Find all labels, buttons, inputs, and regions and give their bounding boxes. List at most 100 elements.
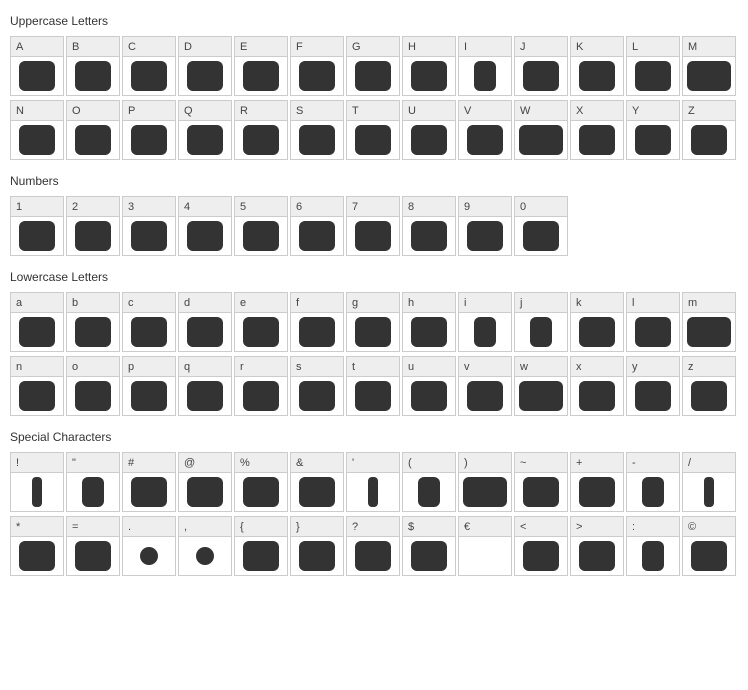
glyph-cell[interactable]: ( — [402, 452, 456, 512]
glyph-cell[interactable]: q — [178, 356, 232, 416]
glyph-cell[interactable]: % — [234, 452, 288, 512]
glyph-cell[interactable]: 7 — [346, 196, 400, 256]
glyph-cell[interactable]: 5 — [234, 196, 288, 256]
glyph-cell-label: } — [291, 517, 343, 537]
glyph-cell[interactable]: ~ — [514, 452, 568, 512]
glyph-cell[interactable]: 8 — [402, 196, 456, 256]
glyph-cell[interactable]: @ — [178, 452, 232, 512]
glyph-cell[interactable]: € — [458, 516, 512, 576]
glyph-cell[interactable]: " — [66, 452, 120, 512]
glyph-cell[interactable]: 0 — [514, 196, 568, 256]
glyph-cell-body — [515, 313, 567, 351]
glyph-cell[interactable]: h — [402, 292, 456, 352]
glyph-cell[interactable]: e — [234, 292, 288, 352]
glyph-cell[interactable]: b — [66, 292, 120, 352]
glyph-cell[interactable]: ! — [10, 452, 64, 512]
glyph-cell[interactable]: : — [626, 516, 680, 576]
glyph-cell[interactable]: T — [346, 100, 400, 160]
glyph-cell[interactable]: W — [514, 100, 568, 160]
glyph-cell[interactable]: E — [234, 36, 288, 96]
glyph-cell[interactable]: $ — [402, 516, 456, 576]
glyph-cell[interactable]: 3 — [122, 196, 176, 256]
glyph-cell[interactable]: I — [458, 36, 512, 96]
glyph-cell[interactable]: p — [122, 356, 176, 416]
glyph-cell[interactable]: ' — [346, 452, 400, 512]
glyph-cell[interactable]: P — [122, 100, 176, 160]
glyph-cell[interactable]: y — [626, 356, 680, 416]
glyph-cell[interactable]: > — [570, 516, 624, 576]
glyph-cell[interactable]: o — [66, 356, 120, 416]
glyph-cell[interactable]: ? — [346, 516, 400, 576]
glyph-cell[interactable]: * — [10, 516, 64, 576]
glyph-cell[interactable]: a — [10, 292, 64, 352]
glyph-cell[interactable]: O — [66, 100, 120, 160]
glyph-cell[interactable]: v — [458, 356, 512, 416]
glyph-cell-body — [627, 473, 679, 511]
glyph-cell[interactable]: Z — [682, 100, 736, 160]
glyph-cell-label: K — [571, 37, 623, 57]
glyph-cell[interactable]: N — [10, 100, 64, 160]
glyph-cell[interactable]: K — [570, 36, 624, 96]
glyph-cell[interactable]: , — [178, 516, 232, 576]
glyph-cell[interactable]: # — [122, 452, 176, 512]
glyph-cell[interactable]: S — [290, 100, 344, 160]
glyph-cell[interactable]: M — [682, 36, 736, 96]
glyph-cell[interactable]: V — [458, 100, 512, 160]
glyph-cell-body — [515, 121, 567, 159]
glyph-cell[interactable]: z — [682, 356, 736, 416]
glyph-cell[interactable]: f — [290, 292, 344, 352]
glyph-cell[interactable]: r — [234, 356, 288, 416]
glyph-cell-body — [11, 121, 63, 159]
glyph-cell[interactable]: U — [402, 100, 456, 160]
glyph-cell[interactable]: 2 — [66, 196, 120, 256]
glyph-cell[interactable]: Q — [178, 100, 232, 160]
glyph-cell-label: 7 — [347, 197, 399, 217]
glyph-cell[interactable]: & — [290, 452, 344, 512]
glyph-cell-label: > — [571, 517, 623, 537]
glyph-cell[interactable]: u — [402, 356, 456, 416]
glyph-cell[interactable]: s — [290, 356, 344, 416]
glyph-cell[interactable]: } — [290, 516, 344, 576]
glyph-cell[interactable]: 4 — [178, 196, 232, 256]
glyph-cell[interactable]: A — [10, 36, 64, 96]
glyph-cell[interactable]: = — [66, 516, 120, 576]
glyph-cell[interactable]: R — [234, 100, 288, 160]
glyph-cell[interactable]: J — [514, 36, 568, 96]
glyph-cell[interactable]: n — [10, 356, 64, 416]
glyph-cell[interactable]: 1 — [10, 196, 64, 256]
glyph-cell[interactable]: / — [682, 452, 736, 512]
glyph-cell[interactable]: H — [402, 36, 456, 96]
glyph-icon — [187, 221, 223, 251]
glyph-cell[interactable]: { — [234, 516, 288, 576]
glyph-cell[interactable]: © — [682, 516, 736, 576]
glyph-cell[interactable]: G — [346, 36, 400, 96]
glyph-cell[interactable]: m — [682, 292, 736, 352]
glyph-cell[interactable]: < — [514, 516, 568, 576]
glyph-cell[interactable]: j — [514, 292, 568, 352]
glyph-cell-label: n — [11, 357, 63, 377]
glyph-cell[interactable]: w — [514, 356, 568, 416]
glyph-cell[interactable]: . — [122, 516, 176, 576]
glyph-icon — [75, 61, 111, 91]
glyph-cell[interactable]: C — [122, 36, 176, 96]
glyph-cell[interactable]: c — [122, 292, 176, 352]
glyph-row: nopqrstuvwxyz — [10, 356, 738, 416]
glyph-cell[interactable]: k — [570, 292, 624, 352]
glyph-cell[interactable]: D — [178, 36, 232, 96]
glyph-cell[interactable]: g — [346, 292, 400, 352]
glyph-cell[interactable]: F — [290, 36, 344, 96]
glyph-cell[interactable]: t — [346, 356, 400, 416]
glyph-cell[interactable]: L — [626, 36, 680, 96]
glyph-cell[interactable]: ) — [458, 452, 512, 512]
glyph-cell[interactable]: Y — [626, 100, 680, 160]
glyph-cell[interactable]: i — [458, 292, 512, 352]
glyph-cell[interactable]: l — [626, 292, 680, 352]
glyph-cell[interactable]: 6 — [290, 196, 344, 256]
glyph-cell[interactable]: + — [570, 452, 624, 512]
glyph-cell[interactable]: x — [570, 356, 624, 416]
glyph-cell[interactable]: B — [66, 36, 120, 96]
glyph-cell[interactable]: X — [570, 100, 624, 160]
glyph-cell[interactable]: d — [178, 292, 232, 352]
glyph-cell[interactable]: 9 — [458, 196, 512, 256]
glyph-cell[interactable]: - — [626, 452, 680, 512]
